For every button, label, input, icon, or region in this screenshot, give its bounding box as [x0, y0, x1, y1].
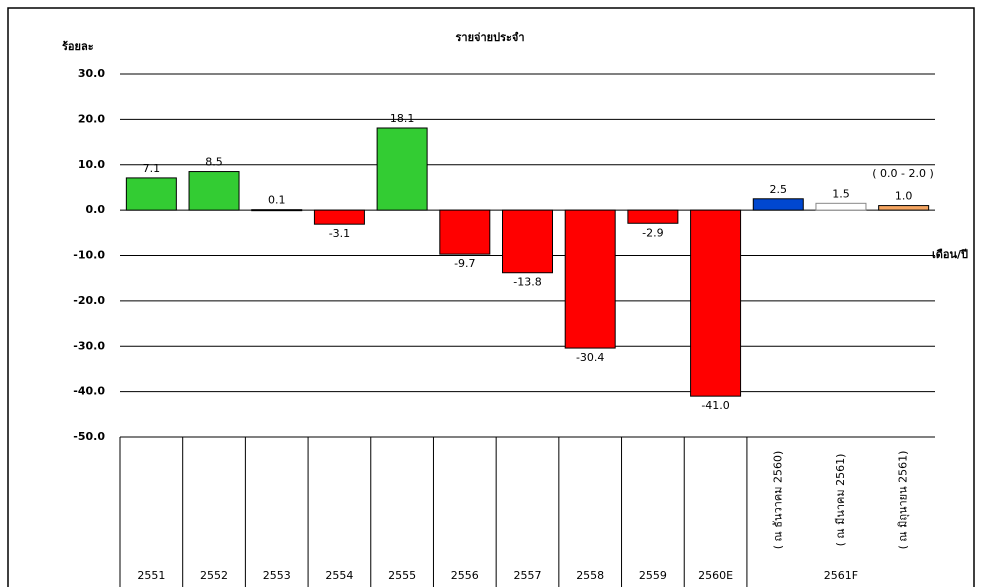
value-label: 18.1: [390, 112, 415, 125]
bar: [188, 171, 240, 211]
x-axis-label: เดือน/ปี: [932, 248, 968, 261]
x-tick-label: 2557: [514, 569, 542, 582]
value-label: -9.7: [454, 257, 475, 270]
y-tick-label: -40.0: [73, 385, 105, 398]
bar: [878, 205, 930, 211]
value-label: 1.0: [895, 190, 913, 203]
x-tick-label: 2553: [263, 569, 291, 582]
bar: [313, 209, 365, 225]
value-label: 8.5: [205, 156, 223, 169]
y-tick-label: -30.0: [73, 339, 105, 352]
x-tick-label: 2555: [388, 569, 416, 582]
bar: [815, 202, 867, 211]
value-label: 2.5: [770, 183, 788, 196]
x-tick-label: ( ณ ธันวาคม 2560): [771, 451, 784, 549]
y-tick-label: -10.0: [73, 249, 105, 262]
frame: [7, 7, 975, 587]
bar: [564, 209, 616, 349]
value-label: -13.8: [513, 276, 541, 289]
y-axis-label: ร้อยละ: [62, 40, 94, 53]
x-tick-label: 2558: [576, 569, 604, 582]
y-tick-label: 30.0: [78, 67, 105, 80]
value-label: -30.4: [576, 351, 604, 364]
x-tick-label: 2560E: [698, 569, 733, 582]
bar: [376, 127, 428, 211]
bar: [251, 209, 303, 212]
bar: [125, 177, 177, 211]
group-label: 2561F: [824, 569, 858, 582]
bar: [627, 209, 679, 224]
bar: [752, 198, 804, 211]
y-tick-label: -50.0: [73, 430, 105, 443]
annotation: ( 0.0 - 2.0 ): [872, 167, 934, 180]
y-tick-label: 10.0: [78, 158, 105, 171]
value-label: -3.1: [329, 227, 350, 240]
y-tick-label: -20.0: [73, 294, 105, 307]
x-tick-label: 2556: [451, 569, 479, 582]
x-tick-label: ( ณ มีนาคม 2561): [834, 454, 847, 547]
chart-title: รายจ่ายประจำ: [455, 31, 524, 44]
x-tick-label: 2554: [325, 569, 353, 582]
y-tick-label: 20.0: [78, 112, 105, 125]
x-tick-label: ( ณ มิถุนายน 2561): [897, 451, 910, 550]
value-label: 0.1: [268, 194, 286, 207]
x-tick-label: 2552: [200, 569, 228, 582]
bar: [502, 209, 553, 274]
y-tick-label: 0.0: [86, 203, 106, 216]
value-label: -41.0: [701, 399, 729, 412]
bar: [439, 209, 491, 255]
value-label: 7.1: [143, 162, 161, 175]
value-label: -2.9: [642, 226, 663, 239]
x-tick-label: 2559: [639, 569, 667, 582]
bar: [690, 209, 742, 397]
value-label: 1.5: [832, 187, 850, 200]
x-tick-label: 2551: [137, 569, 165, 582]
